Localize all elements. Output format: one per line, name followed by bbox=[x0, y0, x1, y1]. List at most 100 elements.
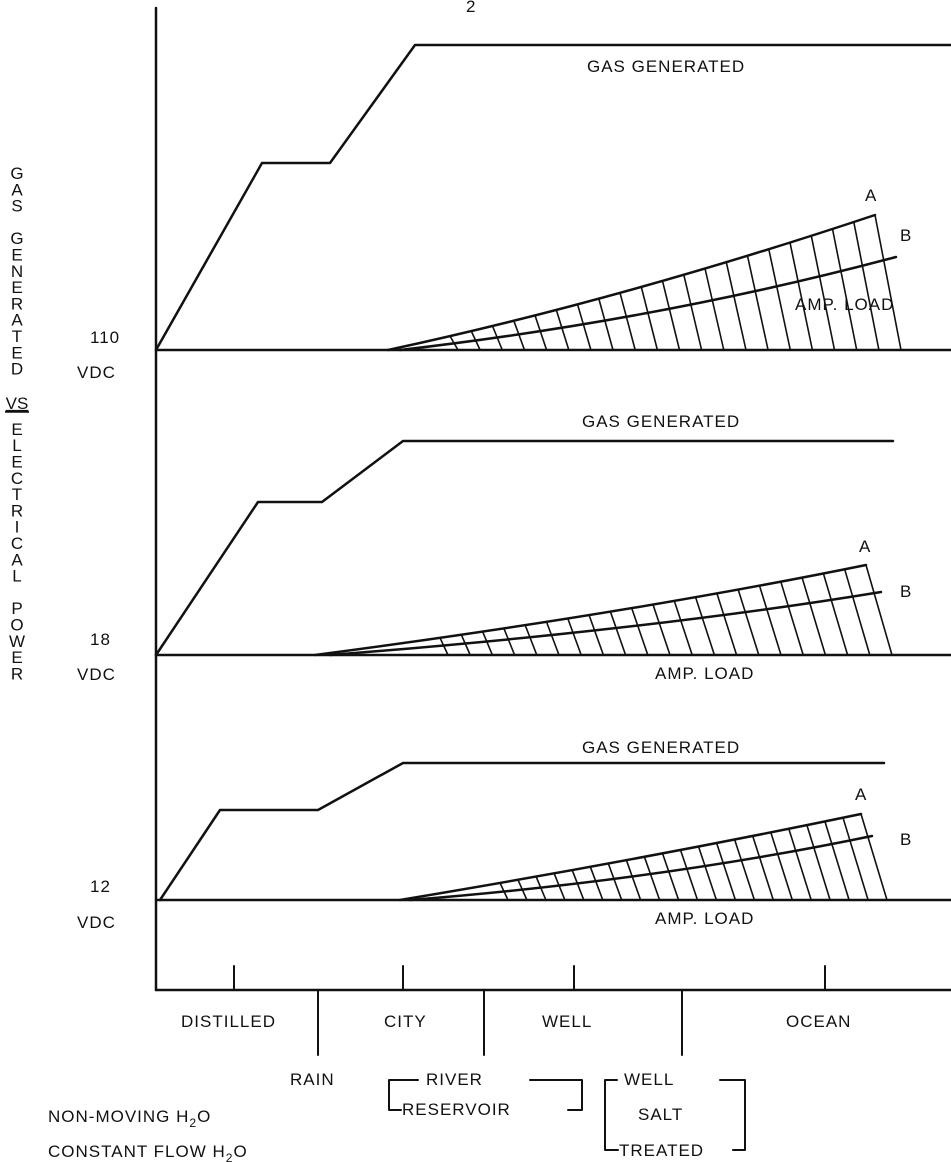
river-reservoir-bracket: RIVER RESERVOIR bbox=[388, 1070, 583, 1119]
y-title-letter: G bbox=[10, 164, 23, 183]
hatch-line bbox=[630, 607, 649, 656]
hatch-line bbox=[842, 817, 869, 901]
hatch-line bbox=[874, 214, 902, 351]
y-title-letter: T bbox=[12, 327, 22, 346]
hatch-line bbox=[513, 320, 526, 351]
hatch-line bbox=[439, 637, 449, 656]
label-salt: SALT bbox=[638, 1105, 683, 1124]
hatch-line bbox=[524, 624, 538, 656]
gas-generated-curve-18 bbox=[154, 439, 895, 657]
hatch-line bbox=[460, 634, 471, 656]
y-title-letter: E bbox=[11, 648, 22, 667]
amp-load-label-110: AMP. LOAD bbox=[795, 295, 894, 314]
curve-b-110 bbox=[398, 255, 898, 352]
y-title-letter: E bbox=[11, 453, 22, 472]
curve-a-label-110: A bbox=[865, 186, 877, 205]
amp-load-label-12: AMP. LOAD bbox=[655, 909, 754, 928]
panel-12-vdc: GAS GENERATED A B AMP. LOAD bbox=[154, 738, 951, 928]
label-treated: TREATED bbox=[619, 1141, 704, 1160]
y-title-letter: R bbox=[11, 664, 23, 683]
voltage-12-label: 12 bbox=[90, 877, 111, 896]
y-title-letter: N bbox=[11, 262, 23, 281]
hatch-line bbox=[865, 564, 893, 656]
hatch-line bbox=[553, 873, 566, 901]
hatch-line bbox=[589, 866, 604, 901]
legend-non-moving: NON-MOVING H2O bbox=[48, 1107, 211, 1130]
y-title-letter: W bbox=[9, 632, 25, 651]
label-river: RIVER bbox=[426, 1070, 483, 1089]
hatch-line bbox=[716, 593, 738, 656]
hatch-line bbox=[449, 335, 459, 351]
hatch-line bbox=[555, 309, 570, 351]
hatching-18 bbox=[439, 564, 893, 656]
hatch-line bbox=[758, 585, 782, 656]
hatch-line bbox=[733, 839, 756, 901]
label-well-group: WELL bbox=[624, 1070, 674, 1089]
hatch-line bbox=[588, 614, 605, 656]
y-title-letter: R bbox=[11, 501, 23, 520]
label-reservoir: RESERVOIR bbox=[402, 1100, 511, 1119]
label-well: WELL bbox=[542, 1012, 592, 1031]
y-title-letter: L bbox=[12, 567, 21, 586]
hatching-110 bbox=[449, 214, 902, 351]
amp-load-label-18: AMP. LOAD bbox=[655, 664, 754, 683]
hatch-line bbox=[598, 298, 614, 351]
hatch-line bbox=[503, 628, 516, 656]
label-ocean: OCEAN bbox=[786, 1012, 851, 1031]
hatch-line bbox=[679, 849, 699, 901]
hatch-line bbox=[609, 611, 627, 656]
y-title-letter: D bbox=[11, 360, 23, 379]
hatch-line bbox=[715, 842, 737, 901]
gas-generated-curve-12 bbox=[158, 761, 886, 902]
curve-a-label-18: A bbox=[859, 537, 871, 556]
hatch-line bbox=[704, 268, 725, 351]
hatch-line bbox=[824, 821, 850, 901]
voltage-110-label: 110 bbox=[90, 328, 120, 347]
hatch-line bbox=[853, 221, 880, 351]
y-title-letter: E bbox=[11, 420, 22, 439]
hatch-line bbox=[535, 876, 547, 901]
hatch-line bbox=[661, 280, 681, 351]
hatch-line bbox=[697, 846, 718, 901]
y-title-vs: VS bbox=[6, 394, 29, 413]
hatch-line bbox=[737, 589, 760, 656]
top-fragment-text: 2 bbox=[466, 0, 476, 16]
hatch-line bbox=[661, 853, 680, 901]
hatch-line bbox=[780, 581, 804, 656]
hatch-line bbox=[673, 600, 693, 656]
y-title-letter: A bbox=[11, 180, 23, 199]
panel-18-vdc: GAS GENERATED A B AMP. LOAD bbox=[154, 412, 951, 683]
y-title-letter: A bbox=[11, 311, 23, 330]
y-title-letter: C bbox=[11, 469, 23, 488]
curve-a-18 bbox=[313, 563, 868, 657]
hatch-line bbox=[806, 824, 831, 901]
hatch-line bbox=[640, 286, 659, 351]
curve-b-label-110: B bbox=[900, 226, 912, 245]
label-distilled: DISTILLED bbox=[181, 1012, 276, 1031]
legend-constant-flow: CONSTANT FLOW H2O bbox=[48, 1142, 248, 1162]
y-title-letter: A bbox=[11, 550, 23, 569]
hatch-line bbox=[770, 832, 794, 901]
well-salt-treated-bracket: WELL SALT TREATED bbox=[604, 1070, 746, 1160]
curve-b-label-12: B bbox=[900, 830, 912, 849]
gas-generated-label-110: GAS GENERATED bbox=[587, 57, 745, 76]
y-title-letter: C bbox=[11, 534, 23, 553]
y-title-letter: I bbox=[15, 518, 20, 537]
voltage-12-unit: VDC bbox=[77, 913, 116, 932]
hatch-line bbox=[652, 604, 671, 656]
voltage-18-label: 18 bbox=[90, 630, 111, 649]
y-title-letter: T bbox=[12, 485, 22, 504]
hatch-line bbox=[625, 859, 642, 901]
y-title-letter: E bbox=[11, 343, 22, 362]
y-title-letter: R bbox=[11, 294, 23, 313]
curve-b-18 bbox=[328, 590, 883, 657]
gas-generated-curve-110 bbox=[154, 43, 951, 352]
hatch-line bbox=[576, 304, 592, 351]
hatch-line bbox=[768, 249, 792, 351]
gas-generated-label-18: GAS GENERATED bbox=[582, 412, 740, 431]
curve-a-label-12: A bbox=[855, 785, 867, 804]
y-title-letter: P bbox=[11, 599, 22, 618]
hatch-line bbox=[517, 879, 528, 901]
